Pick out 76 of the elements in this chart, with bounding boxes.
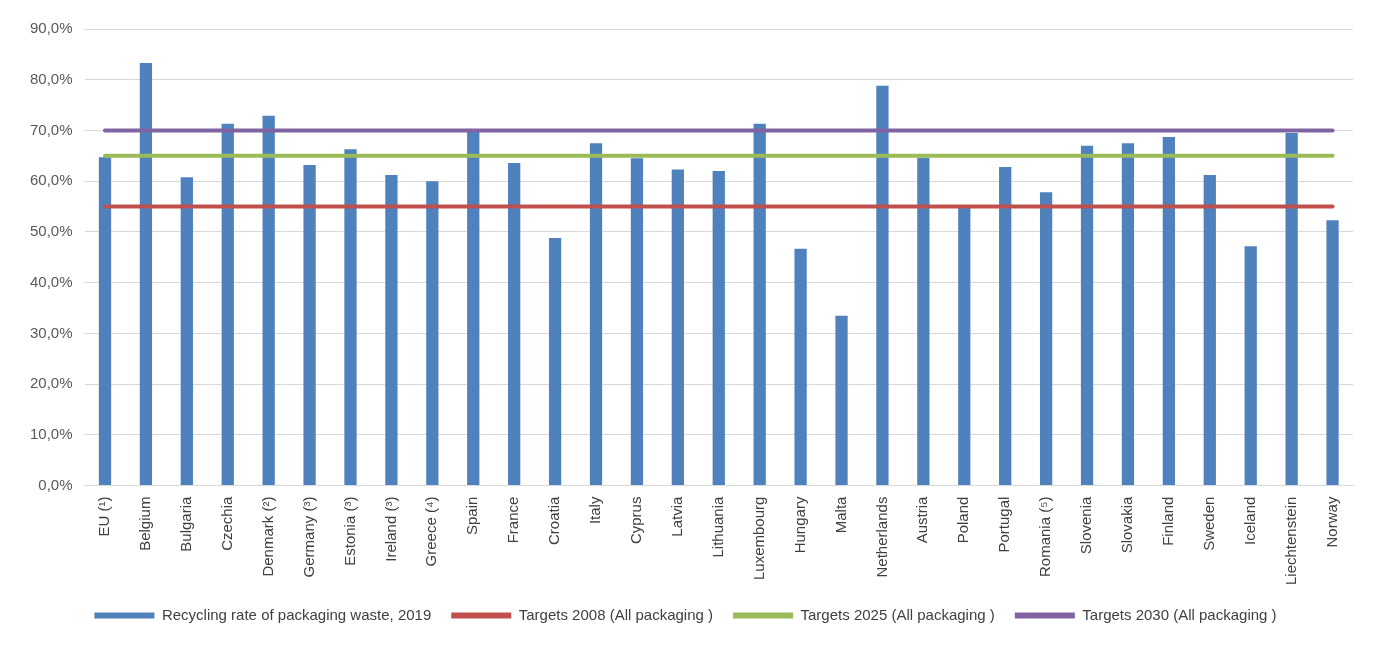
bar [917, 157, 930, 486]
bar [630, 158, 644, 486]
x-tick-label: France [504, 496, 522, 544]
x-tick-label: Norway [1322, 496, 1340, 548]
legend-label: Targets 2030 (All packaging ) [1082, 605, 1277, 623]
y-tick-label: 60,0% [29, 171, 73, 189]
bar [1203, 175, 1216, 486]
x-tick-label: Czechia [217, 495, 235, 551]
legend-label: Targets 2025 (All packaging ) [800, 605, 995, 623]
bar [958, 208, 971, 486]
y-tick-label: 90,0% [29, 19, 73, 37]
y-tick-label: 20,0% [29, 374, 73, 392]
x-tick-label: Malta [831, 495, 849, 534]
x-tick-label: Ireland (³) [381, 496, 399, 562]
x-tick-label: Hungary [790, 496, 808, 554]
x-tick-label: Liechtenstein [1281, 496, 1299, 586]
bar [221, 123, 234, 486]
x-tick-label: Romania (⁵) [1036, 496, 1054, 578]
legend-label: Targets 2008 (All packaging ) [518, 605, 714, 623]
bar [1244, 246, 1257, 486]
bar [426, 181, 439, 486]
bar [262, 115, 275, 486]
y-tick-label: 30,0% [29, 323, 73, 341]
y-tick-label: 80,0% [29, 69, 73, 87]
x-tick-label: Denmark (²) [258, 496, 276, 577]
bar [98, 157, 112, 486]
bar [876, 85, 889, 486]
x-tick-label: Portugal [995, 496, 1013, 553]
y-tick-label: 50,0% [29, 222, 73, 240]
bar [835, 315, 848, 486]
bar [508, 162, 521, 486]
x-tick-label: Lithuania [708, 495, 726, 558]
x-tick-label: Spain [463, 496, 481, 535]
bar [180, 177, 193, 486]
x-tick-label: Cyprus [627, 496, 645, 545]
x-tick-label: Austria [913, 495, 931, 544]
x-tick-label: Iceland [1240, 496, 1258, 545]
x-tick-label: Sweden [1199, 496, 1217, 551]
x-tick-label: Estonia (³) [340, 496, 358, 566]
x-tick-label: Slovakia [1118, 495, 1136, 554]
bar [671, 169, 684, 486]
bar [139, 62, 153, 486]
x-tick-label: Belgium [136, 496, 154, 551]
x-tick-label: Germany (³) [299, 496, 317, 578]
bar [1080, 145, 1094, 486]
bar [1121, 143, 1135, 486]
bar [303, 164, 316, 486]
x-tick-label: Bulgaria [176, 495, 194, 552]
bar [589, 143, 603, 486]
y-tick-label: 70,0% [29, 120, 73, 138]
bar [1326, 220, 1339, 486]
bar [1285, 133, 1298, 486]
x-tick-label: Netherlands [872, 496, 890, 578]
y-tick-label: 10,0% [29, 425, 73, 443]
bar [548, 238, 562, 486]
bar [999, 167, 1012, 486]
x-tick-label: Poland [954, 496, 972, 544]
bar [344, 149, 357, 486]
bar [467, 131, 480, 486]
bar [1039, 192, 1053, 486]
x-tick-label: Finland [1159, 496, 1177, 546]
bar [712, 171, 725, 486]
x-tick-label: Latvia [667, 495, 685, 537]
bar [385, 175, 398, 486]
x-tick-label: Croatia [545, 495, 563, 545]
x-tick-label: Slovenia [1077, 495, 1095, 555]
x-tick-label: Italy [586, 496, 604, 525]
bar [1162, 137, 1176, 486]
legend-label: Recycling rate of packaging waste, 2019 [161, 605, 432, 623]
x-tick-label: Greece (⁴) [422, 496, 440, 567]
bar [794, 248, 807, 486]
y-tick-label: 0,0% [38, 475, 73, 493]
x-tick-label: Luxembourg [749, 496, 767, 580]
bar [753, 123, 766, 486]
y-tick-label: 40,0% [29, 272, 73, 290]
x-tick-label: EU (¹) [95, 496, 113, 537]
